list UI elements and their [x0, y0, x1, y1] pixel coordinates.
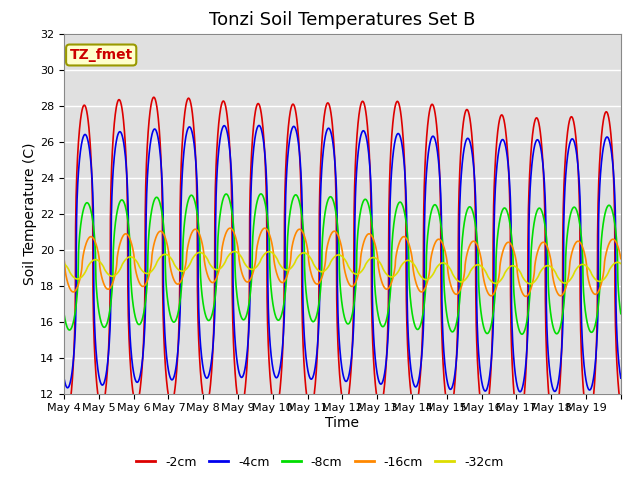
- -4cm: [510, 361, 518, 367]
- Title: Tonzi Soil Temperatures Set B: Tonzi Soil Temperatures Set B: [209, 11, 476, 29]
- -16cm: [510, 249, 518, 255]
- -32cm: [236, 252, 244, 258]
- -4cm: [542, 220, 550, 226]
- -8cm: [617, 311, 625, 316]
- -4cm: [255, 122, 263, 128]
- -2cm: [617, 404, 625, 410]
- Y-axis label: Soil Temperature (C): Soil Temperature (C): [23, 143, 37, 285]
- -16cm: [376, 273, 384, 278]
- -2cm: [609, 168, 617, 174]
- Line: -16cm: -16cm: [64, 228, 621, 296]
- -4cm: [116, 129, 124, 134]
- -16cm: [617, 256, 625, 262]
- -4cm: [60, 375, 68, 381]
- -32cm: [617, 261, 625, 266]
- -8cm: [510, 294, 518, 300]
- -2cm: [376, 404, 384, 410]
- -8cm: [542, 229, 550, 235]
- -8cm: [60, 311, 68, 316]
- Line: -4cm: -4cm: [64, 125, 621, 392]
- X-axis label: Time: Time: [325, 416, 360, 430]
- -2cm: [150, 95, 157, 100]
- Line: -32cm: -32cm: [64, 252, 621, 284]
- -32cm: [60, 261, 68, 266]
- -4cm: [609, 167, 617, 173]
- -16cm: [116, 242, 124, 248]
- -4cm: [516, 389, 524, 395]
- -2cm: [60, 404, 68, 410]
- -2cm: [542, 317, 550, 323]
- -2cm: [116, 97, 124, 103]
- -16cm: [542, 241, 550, 247]
- -32cm: [230, 249, 238, 254]
- -32cm: [609, 262, 617, 267]
- -16cm: [60, 256, 68, 262]
- -8cm: [609, 212, 617, 218]
- -2cm: [236, 405, 244, 411]
- -16cm: [236, 262, 244, 268]
- -8cm: [376, 320, 384, 325]
- -8cm: [236, 310, 244, 315]
- -4cm: [376, 381, 384, 386]
- -32cm: [376, 260, 384, 265]
- -32cm: [116, 267, 124, 273]
- -8cm: [116, 200, 124, 205]
- -4cm: [617, 375, 625, 381]
- -2cm: [550, 421, 558, 427]
- -2cm: [510, 393, 518, 398]
- Text: TZ_fmet: TZ_fmet: [70, 48, 133, 62]
- -4cm: [236, 372, 244, 378]
- -16cm: [227, 225, 234, 231]
- -8cm: [518, 331, 525, 337]
- -32cm: [510, 263, 518, 269]
- -32cm: [526, 281, 534, 287]
- -32cm: [542, 263, 550, 269]
- -16cm: [522, 293, 530, 299]
- Line: -2cm: -2cm: [64, 97, 621, 424]
- Line: -8cm: -8cm: [64, 194, 621, 334]
- -16cm: [609, 236, 617, 242]
- Legend: -2cm, -4cm, -8cm, -16cm, -32cm: -2cm, -4cm, -8cm, -16cm, -32cm: [131, 451, 509, 474]
- -8cm: [257, 191, 265, 197]
